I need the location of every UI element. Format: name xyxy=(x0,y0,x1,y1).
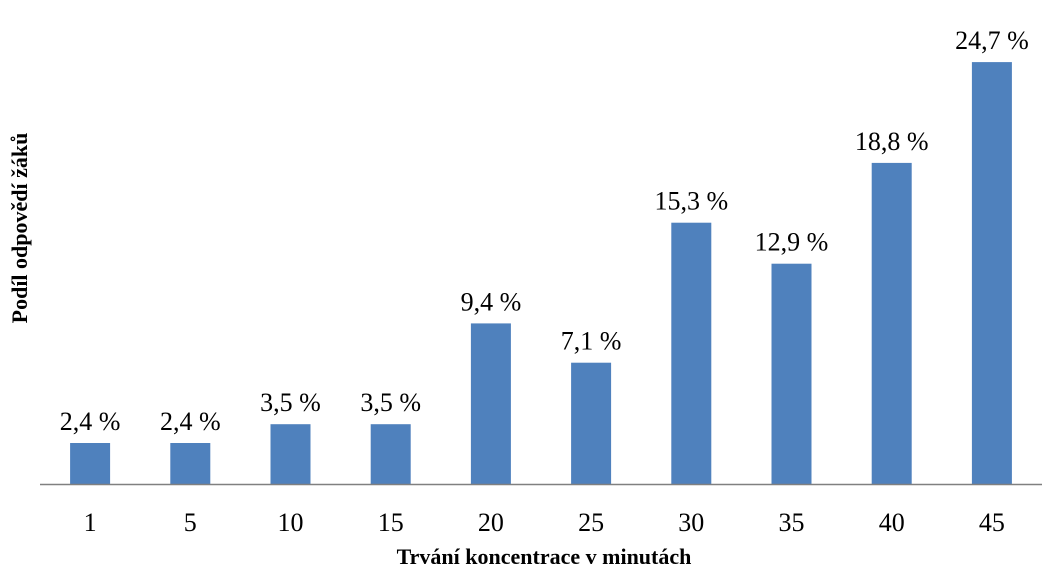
data-label-30: 15,3 % xyxy=(654,187,728,216)
x-tick-label-1: 1 xyxy=(84,508,97,537)
data-label-1: 2,4 % xyxy=(60,407,121,436)
bar-45 xyxy=(971,62,1012,484)
bar-40 xyxy=(871,162,912,484)
data-label-20: 9,4 % xyxy=(461,287,522,316)
data-label-40: 18,8 % xyxy=(855,127,929,156)
x-tick-label-35: 35 xyxy=(779,508,805,537)
data-label-10: 3,5 % xyxy=(260,388,321,417)
x-tick-label-15: 15 xyxy=(378,508,404,537)
x-axis-title: Trvání koncentrace v minutách xyxy=(397,544,692,569)
x-tick-label-20: 20 xyxy=(478,508,504,537)
bar-5 xyxy=(170,443,211,484)
x-tick-labels-group: 1 5 10 15 20 25 30 35 40 45 xyxy=(84,508,1005,537)
data-label-35: 12,9 % xyxy=(755,228,829,257)
bar-30 xyxy=(671,222,712,484)
bar-1 xyxy=(70,443,111,484)
data-labels-group: 2,4 % 2,4 % 3,5 % 3,5 % 9,4 % 7,1 % 15,3 % 12,9… xyxy=(60,26,1029,436)
x-tick-label-5: 5 xyxy=(184,508,197,537)
x-tick-label-10: 10 xyxy=(278,508,304,537)
x-tick-label-30: 30 xyxy=(678,508,704,537)
data-label-15: 3,5 % xyxy=(360,388,421,417)
bar-35 xyxy=(771,263,812,484)
bars-group xyxy=(70,62,1012,484)
x-tick-label-25: 25 xyxy=(578,508,604,537)
data-label-5: 2,4 % xyxy=(160,407,221,436)
x-tick-label-45: 45 xyxy=(979,508,1005,537)
y-axis-title: Podíl odpovědí žáků xyxy=(7,133,32,324)
bar-25 xyxy=(571,362,612,484)
bar-15 xyxy=(370,424,411,484)
x-tick-label-40: 40 xyxy=(879,508,905,537)
bar-10 xyxy=(270,424,311,484)
data-label-25: 7,1 % xyxy=(561,327,622,356)
data-label-45: 24,7 % xyxy=(955,26,1029,55)
bar-20 xyxy=(470,323,511,484)
